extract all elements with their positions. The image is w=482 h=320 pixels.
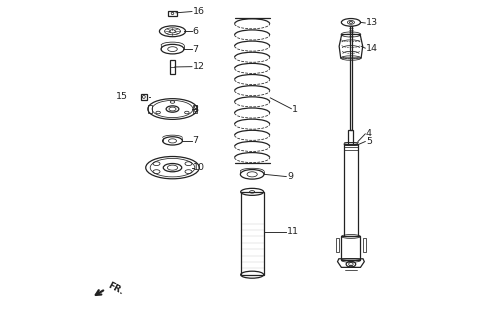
Bar — [147, 105, 152, 114]
Bar — [348, 130, 353, 144]
Bar — [344, 144, 358, 236]
Bar — [141, 94, 147, 100]
Text: 13: 13 — [366, 19, 378, 28]
Text: 14: 14 — [366, 44, 378, 53]
Bar — [241, 192, 264, 275]
Bar — [363, 238, 366, 252]
Text: 10: 10 — [193, 163, 204, 172]
Text: 16: 16 — [193, 7, 204, 16]
Bar — [341, 236, 361, 260]
Text: 1: 1 — [292, 105, 298, 114]
Text: 15: 15 — [116, 92, 128, 101]
Text: 5: 5 — [366, 137, 372, 146]
Bar — [193, 105, 197, 114]
Bar — [170, 60, 175, 74]
Bar — [335, 238, 339, 252]
Bar — [168, 11, 177, 16]
Bar — [350, 26, 352, 130]
Text: 12: 12 — [193, 62, 204, 71]
Text: FR.: FR. — [107, 281, 125, 297]
Text: 4: 4 — [366, 129, 372, 138]
Text: 6: 6 — [193, 27, 199, 36]
Text: 7: 7 — [193, 136, 199, 145]
Text: 7: 7 — [193, 44, 199, 54]
Text: 9: 9 — [287, 172, 293, 181]
Text: 8: 8 — [193, 105, 199, 114]
Text: 11: 11 — [287, 227, 299, 236]
